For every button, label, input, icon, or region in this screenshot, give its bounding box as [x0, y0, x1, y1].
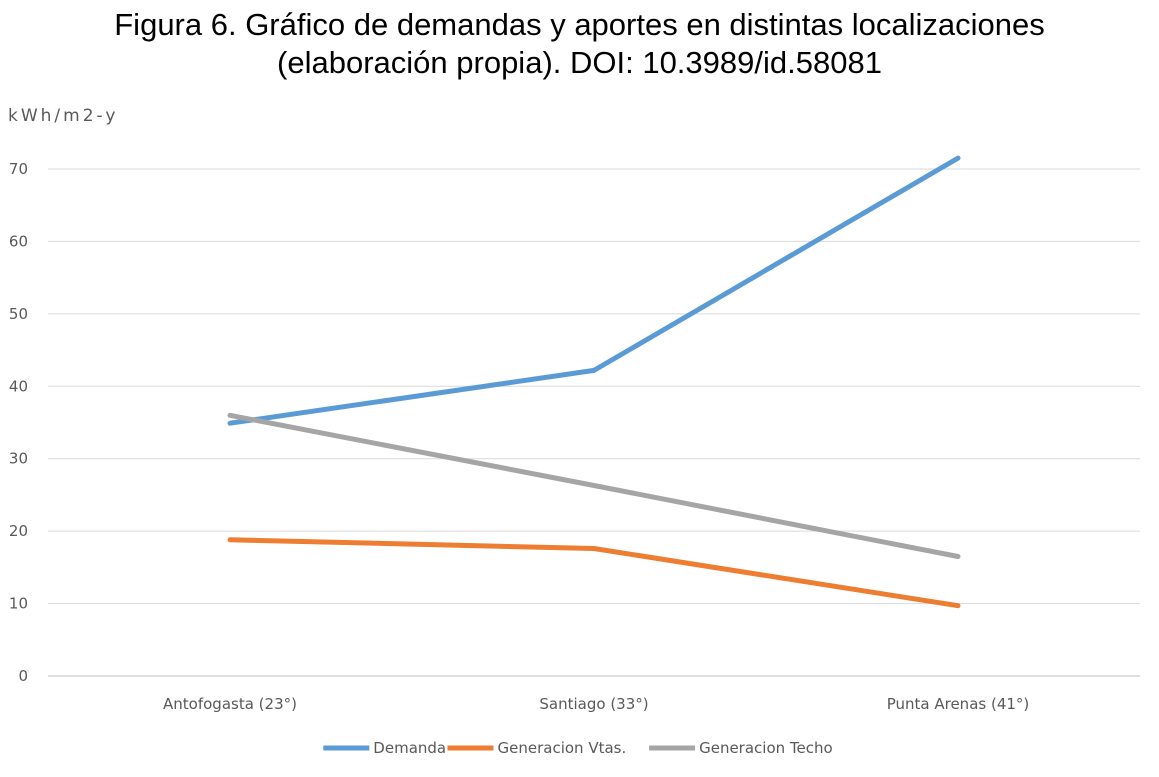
series-line-3: [227, 412, 961, 559]
legend-label: Demanda: [373, 739, 446, 757]
y-tick-label: 30: [9, 450, 28, 468]
y-tick-label: 20: [9, 522, 28, 540]
y-tick-label: 0: [18, 667, 28, 685]
series-lines: [227, 155, 961, 609]
legend-label: Generacion Techo: [699, 739, 833, 757]
x-tick-label: Antofogasta (23°): [163, 695, 297, 713]
chart-title-line-1: Figura 6. Gráfico de demandas y aportes …: [114, 7, 1045, 42]
x-tick-label: Punta Arenas (41°): [887, 695, 1030, 713]
y-tick-label: 40: [9, 377, 28, 395]
chart-title: Figura 6. Gráfico de demandas y aportes …: [0, 6, 1159, 82]
y-tick-label: 50: [9, 305, 28, 323]
gridlines: [48, 168, 1140, 677]
y-axis-label: kWh/m2-y: [8, 106, 118, 126]
y-axis-ticks: 0 10 20 30 40 50 60 70: [9, 160, 28, 685]
x-tick-label: Santiago (33°): [539, 695, 648, 713]
legend-label: Generacion Vtas.: [498, 739, 627, 757]
y-tick-label: 60: [9, 232, 28, 250]
y-tick-label: 10: [9, 595, 28, 613]
x-axis-ticks: Antofogasta (23°) Santiago (33°) Punta Are…: [163, 695, 1029, 713]
series-line-1: [227, 155, 961, 426]
chart-title-line-2: (elaboración propia). DOI: 10.3989/id.58…: [277, 45, 882, 80]
y-tick-label: 70: [9, 160, 28, 178]
series-line-2: [227, 537, 961, 609]
legend: Demanda Generacion Vtas. Generacion Techo: [323, 739, 833, 757]
